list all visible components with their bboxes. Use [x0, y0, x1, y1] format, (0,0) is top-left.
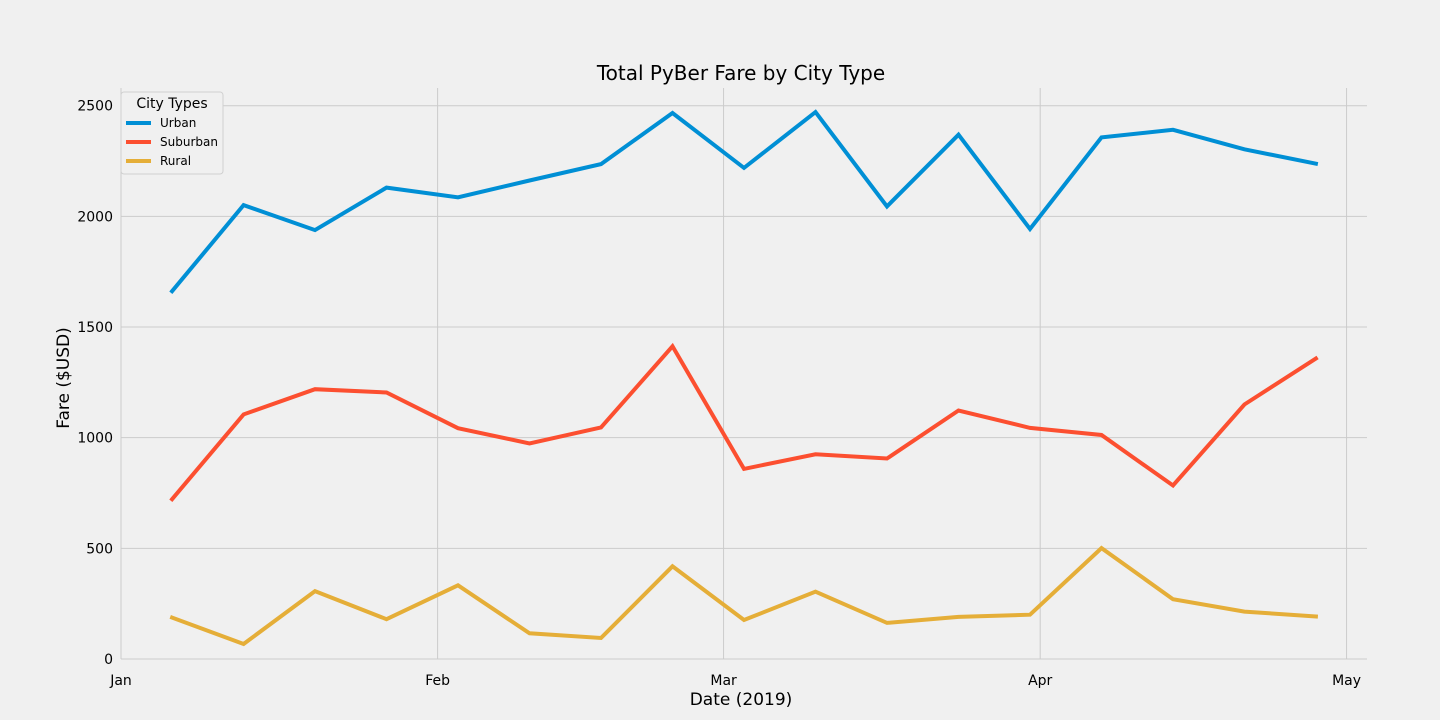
series-line-rural [169, 545, 1319, 647]
y-tick-label: 1000 [77, 431, 113, 447]
series-layer [169, 109, 1319, 647]
legend-items: Urban Suburban Rural [126, 116, 218, 168]
x-axis-title: Date (2019) [690, 690, 793, 710]
series-line-suburban [169, 342, 1319, 503]
y-axis-title: Fare ($USD) [54, 327, 74, 429]
chart-title: Total PyBer Fare by City Type [596, 61, 885, 85]
x-tick-label: Feb [425, 673, 450, 689]
series-line-urban [169, 109, 1319, 295]
plot-area [121, 88, 1367, 659]
x-tick-label: Jan [109, 673, 132, 689]
y-tick-label: 2500 [77, 99, 113, 115]
x-tick-label: May [1332, 673, 1361, 689]
legend-label-suburban: Suburban [160, 135, 218, 149]
x-tick-label: Apr [1028, 673, 1052, 689]
legend-label-rural: Rural [160, 154, 191, 168]
y-tick-label: 1500 [77, 320, 113, 336]
legend: City Types Urban Suburban Rural [120, 91, 224, 175]
y-tick-label: 0 [104, 652, 113, 668]
y-tick-label: 2000 [77, 209, 113, 225]
tick-layer: 0 500 1000 1500 2000 2500 Jan Feb Mar Apr May [77, 99, 1361, 689]
x-tick-label: Mar [710, 673, 737, 689]
y-tick-label: 500 [86, 541, 113, 557]
legend-box [120, 91, 224, 175]
grid-layer [120, 88, 1367, 660]
legend-title: City Types [136, 96, 207, 112]
legend-label-urban: Urban [160, 116, 196, 130]
